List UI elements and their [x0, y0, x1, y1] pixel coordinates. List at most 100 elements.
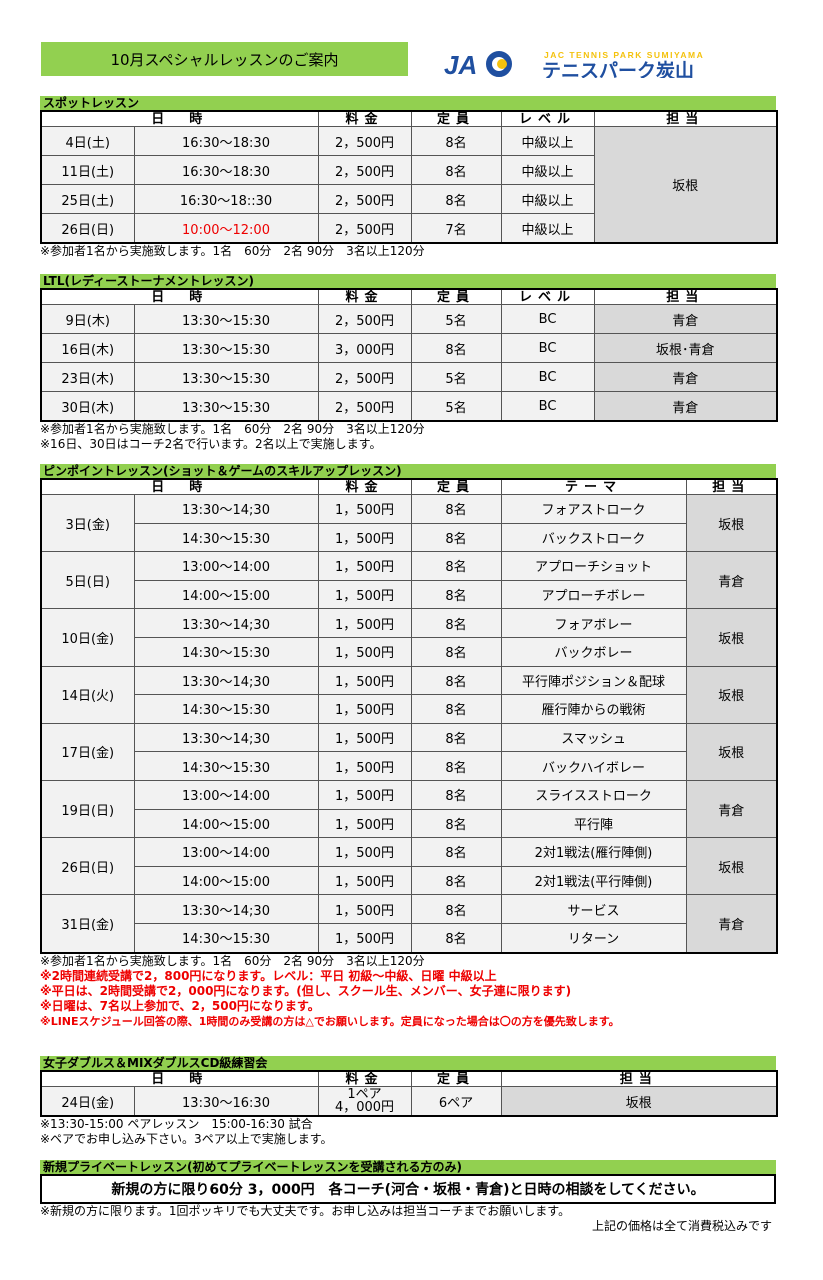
- staff-cell: 青倉: [685, 551, 778, 610]
- private-section: 新規プライベートレッスン(初めてプライベートレッスンを受講される方のみ) 新規の…: [40, 1160, 776, 1234]
- table-row: 26日(日) 10:00～12:00 2，500円 7名 中級以上: [40, 213, 777, 244]
- column-header: 担当: [685, 478, 778, 495]
- staff-cell: 坂根: [593, 126, 778, 244]
- table-cell: 2，500円: [317, 184, 412, 214]
- table-cell: 8名: [410, 636, 502, 667]
- pinpoint-section: ピンポイントレッスン(ショット＆ゲームのスキルアップレッスン) 日 時料金 定員テ…: [40, 464, 779, 1029]
- page-title: 10月スペシャルレッスンのご案内: [41, 42, 408, 76]
- table-cell: 2対1戦法(平行陣側): [500, 865, 687, 896]
- staff-cell: 青倉: [593, 362, 778, 392]
- column-header: 日 時: [40, 478, 319, 495]
- table-cell: 30日(木): [40, 391, 135, 422]
- table-cell: リターン: [500, 922, 687, 954]
- staff-cell: 青倉: [685, 894, 778, 953]
- table-cell: 8名: [410, 551, 502, 581]
- table-cell: 8名: [410, 522, 502, 553]
- jac-logo: JA JAC TENNIS PARK SUMIYAMA テニスパーク炭山: [444, 50, 704, 78]
- table-cell: 1，500円: [317, 922, 412, 954]
- table-row: 14:00～15:00 1，500円 8名 2対1戦法(平行陣側): [41, 865, 777, 896]
- note: ※参加者1名から実施致します。1名 60分 2名 90分 3名以上120分: [40, 953, 425, 968]
- section-heading: 女子ダブルス＆MIXダブルスCD級練習会: [40, 1056, 776, 1070]
- table-cell: 25日(土): [40, 184, 135, 214]
- fee-line: 4，000円: [334, 1100, 395, 1115]
- tax-note: 上記の価格は全て消費税込みです: [591, 1219, 772, 1233]
- column-header: 料金: [317, 110, 412, 127]
- table-cell: 16:30～18:30: [133, 126, 319, 156]
- staff-cell: 坂根: [500, 1086, 778, 1117]
- table-row: 31日(金) 13:30～14;30 1，500円 8名 サービス 青倉: [40, 894, 778, 953]
- table-cell: 14:30～15:30: [133, 522, 319, 553]
- table-cell: 8名: [410, 333, 502, 363]
- note: ※ペアでお申し込み下さい。3ペア以上で実施します。: [40, 1132, 333, 1146]
- table-cell: 13:30～14;30: [133, 722, 319, 753]
- table-cell: バックボレー: [500, 636, 687, 667]
- table-cell: 16:30～18:30: [133, 155, 319, 185]
- table-cell: サービス: [500, 894, 687, 924]
- table-cell: 24日(金): [40, 1086, 135, 1117]
- column-header: 定員: [410, 1070, 502, 1087]
- table-cell: スライスストローク: [500, 779, 687, 810]
- svg-text:テニスパーク炭山: テニスパーク炭山: [542, 60, 694, 78]
- date-cell: 31日(金): [40, 894, 135, 953]
- table-cell: 8名: [410, 894, 502, 924]
- table-cell: 雁行陣からの戦術: [500, 694, 687, 724]
- table-cell: 13:30～14;30: [133, 494, 319, 524]
- table-cell: 8名: [410, 579, 502, 610]
- table-cell: 1，500円: [317, 522, 412, 553]
- column-header: 定員: [410, 110, 502, 127]
- staff-cell: 坂根: [685, 493, 778, 553]
- table-cell: 2，500円: [317, 391, 412, 422]
- column-header: 担当: [500, 1070, 778, 1087]
- table-cell: 1，500円: [317, 694, 412, 724]
- table-cell: 1，500円: [317, 779, 412, 810]
- table-cell: 13:30～15:30: [133, 391, 319, 422]
- table-cell: アプローチショット: [500, 551, 687, 581]
- table-row: 26日(日) 13:00～14:00 1，500円 8名 2対1戦法(雁行陣側) 坂根: [40, 837, 778, 896]
- doubles-section: 女子ダブルス＆MIXダブルスCD級練習会 日 時料金 定員 担当 24日(金) 13:3…: [40, 1056, 779, 1147]
- column-header: 定員: [410, 288, 502, 305]
- date-cell: 17日(金): [40, 722, 135, 781]
- table-cell: 13:00～14:00: [133, 551, 319, 581]
- svg-text:JAC TENNIS PARK SUMIYAMA: JAC TENNIS PARK SUMIYAMA: [544, 50, 704, 60]
- table-cell: フォアストローク: [500, 494, 687, 524]
- table-row: 5日(日) 13:00～14:00 1，500円 8名 アプローチショット 青倉: [40, 551, 778, 610]
- table-row: 14:30～15:30 1，500円 8名 バックストローク: [41, 522, 777, 553]
- column-header: 日 時: [40, 110, 319, 127]
- spot-lesson-section: スポットレッスン 日 時料金 定員 レベル 担当 4日(土) 16:30～18:30 2，5…: [40, 96, 779, 259]
- table-cell: 14:00～15:00: [133, 808, 319, 839]
- column-header: 日 時: [40, 1070, 319, 1087]
- table-row: 14:30～15:30 1，500円 8名 バックハイボレー: [41, 751, 777, 781]
- date-cell: 5日(日): [40, 551, 135, 610]
- table-cell: 14:30～15:30: [133, 694, 319, 724]
- staff-cell: 坂根: [685, 608, 778, 667]
- table-cell: 14:00～15:00: [133, 579, 319, 610]
- table-cell: 8名: [410, 865, 502, 896]
- section-heading: 新規プライベートレッスン(初めてプライベートレッスンを受講される方のみ): [40, 1160, 776, 1174]
- date-cell: 3日(金): [40, 493, 135, 553]
- table-cell: 14:30～15:30: [133, 636, 319, 667]
- staff-cell: 坂根: [685, 722, 778, 781]
- staff-cell: 坂根: [685, 665, 778, 724]
- table-cell: 13:30～14;30: [133, 894, 319, 924]
- note: ※参加者1名から実施致します。1名 60分 2名 90分 3名以上120分: [40, 422, 425, 436]
- table-cell: 14:00～15:00: [133, 865, 319, 896]
- note: ※16日、30日はコーチ2名で行います。2名以上で実施します。: [40, 437, 382, 451]
- table-cell: スマッシュ: [500, 722, 687, 753]
- table-row: 9日(木) 13:30～15:30 2，500円 5名 BC 青倉: [40, 304, 778, 334]
- table-cell: 8名: [410, 608, 502, 638]
- table-cell: 中級以上: [500, 213, 595, 244]
- table-cell: 23日(木): [40, 362, 135, 392]
- table-cell: 14:30～15:30: [133, 922, 319, 954]
- date-cell: 19日(日): [40, 779, 135, 839]
- fee-cell: 1ペア 4，000円: [317, 1086, 412, 1117]
- table-cell: 1，500円: [317, 551, 412, 581]
- column-header: 料金: [317, 288, 412, 305]
- column-header: 料金: [317, 478, 412, 495]
- table-cell: 1，500円: [317, 608, 412, 638]
- table-cell: 2，500円: [317, 304, 412, 334]
- header-row: 日 時料金 定員 レベル 担当: [40, 110, 778, 127]
- table-cell: 2，500円: [317, 362, 412, 392]
- table-cell: 16:30～18::30: [133, 184, 319, 214]
- column-header: 担当: [593, 288, 778, 305]
- fee-line: 1ペア: [347, 1087, 382, 1102]
